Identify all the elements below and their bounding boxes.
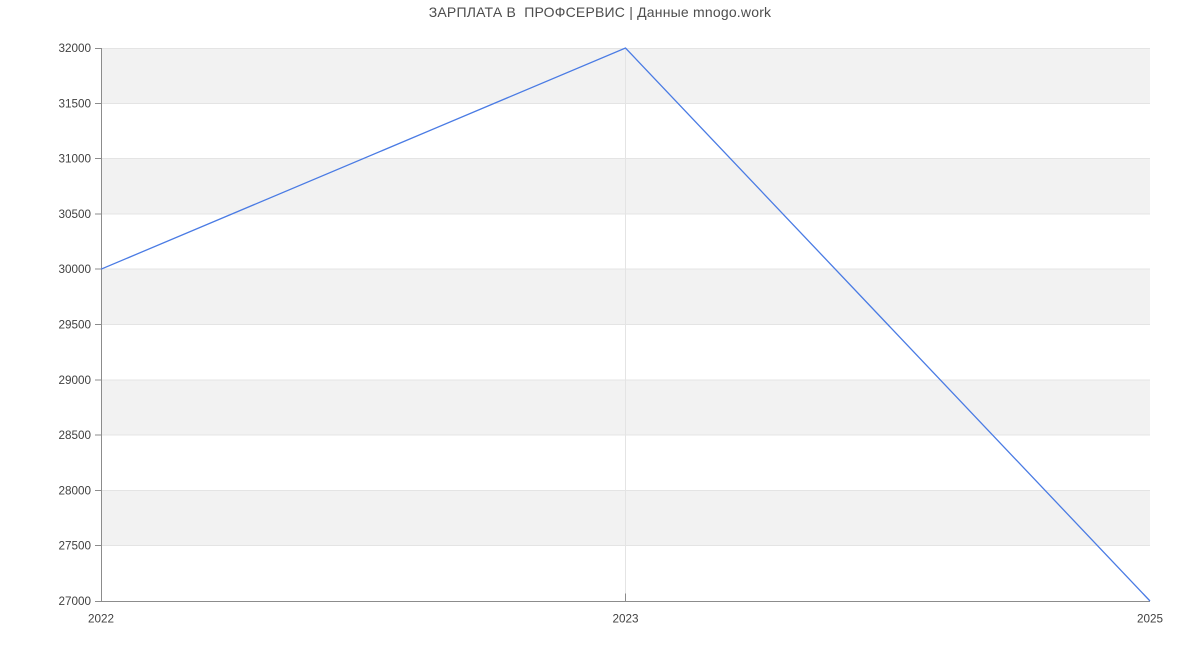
svg-text:28000: 28000 bbox=[58, 484, 91, 497]
svg-text:2023: 2023 bbox=[612, 613, 638, 626]
svg-text:27000: 27000 bbox=[58, 595, 91, 608]
svg-text:27500: 27500 bbox=[58, 540, 91, 553]
svg-text:30500: 30500 bbox=[58, 208, 91, 221]
svg-text:29500: 29500 bbox=[58, 319, 91, 332]
svg-text:30000: 30000 bbox=[58, 263, 91, 276]
svg-text:32000: 32000 bbox=[58, 42, 91, 55]
svg-text:2022: 2022 bbox=[88, 613, 114, 626]
svg-text:28500: 28500 bbox=[58, 429, 91, 442]
svg-text:31000: 31000 bbox=[58, 153, 91, 166]
svg-text:2025: 2025 bbox=[1137, 613, 1164, 626]
svg-text:29000: 29000 bbox=[58, 374, 91, 387]
svg-text:31500: 31500 bbox=[58, 97, 91, 110]
